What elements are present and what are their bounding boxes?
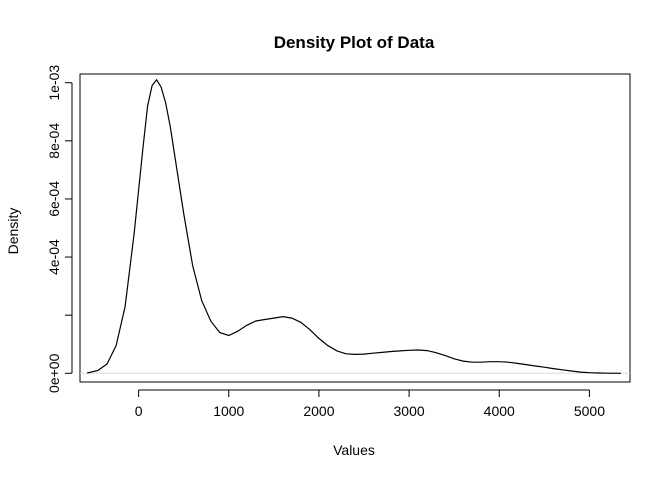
y-tick-label: 8e-04 xyxy=(46,123,62,159)
y-tick-label: 0e+00 xyxy=(46,353,62,393)
y-axis: 0e+00 4e-04 6e-04 8e-04 1e-03 xyxy=(46,65,73,393)
x-axis-label: Values xyxy=(333,442,375,458)
x-tick-label: 5000 xyxy=(574,403,605,419)
y-tick-label: 1e-03 xyxy=(46,65,62,101)
x-tick-label: 1000 xyxy=(213,403,244,419)
x-tick-label: 0 xyxy=(135,403,143,419)
x-tick-label: 3000 xyxy=(394,403,425,419)
y-tick-label: 6e-04 xyxy=(46,181,62,217)
chart-title: Density Plot of Data xyxy=(274,33,435,52)
y-tick-label: 4e-04 xyxy=(46,239,62,275)
density-curve xyxy=(87,78,622,374)
x-tick-label: 2000 xyxy=(303,403,334,419)
x-axis: 0 1000 2000 3000 4000 5000 xyxy=(135,389,605,419)
x-tick-label: 4000 xyxy=(484,403,515,419)
plot-frame xyxy=(79,73,631,383)
y-axis-label: Density xyxy=(5,208,21,255)
